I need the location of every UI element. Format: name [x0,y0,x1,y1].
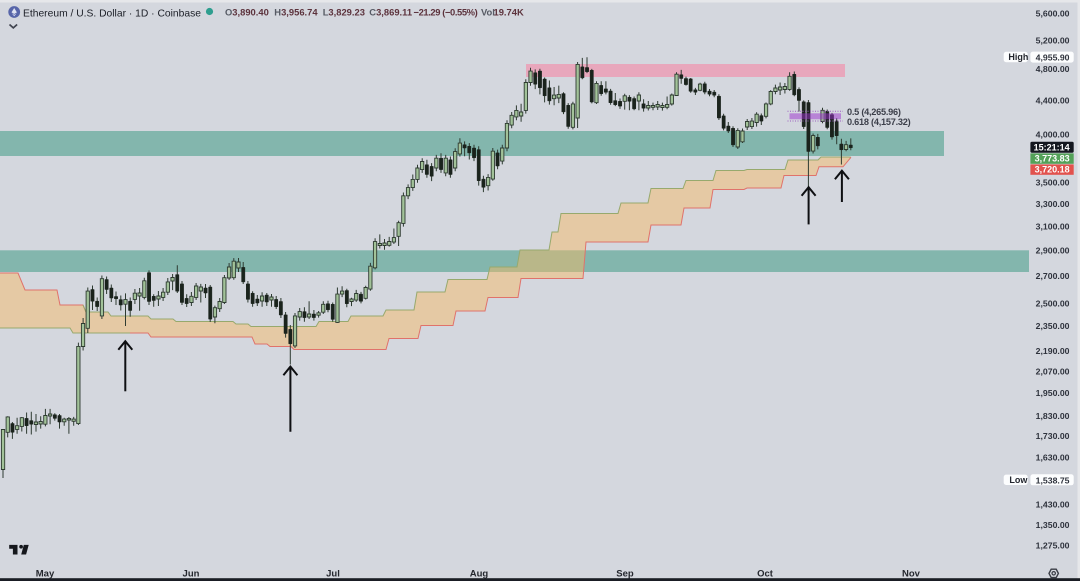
svg-text:Jul: Jul [326,569,340,580]
svg-text:Oct: Oct [757,569,774,580]
svg-text:Aug: Aug [470,569,489,580]
svg-text:1,538.75: 1,538.75 [1036,475,1070,485]
svg-text:1,630.00: 1,630.00 [1036,452,1070,462]
svg-text:4,955.90: 4,955.90 [1036,53,1070,63]
svg-text:Low: Low [1009,475,1028,485]
svg-text:1,350.00: 1,350.00 [1036,520,1070,530]
svg-text:1,275.00: 1,275.00 [1036,541,1070,551]
svg-text:1,730.00: 1,730.00 [1036,431,1070,441]
svg-text:4,000.00: 4,000.00 [1036,130,1070,140]
svg-text:1,430.00: 1,430.00 [1036,500,1070,510]
svg-text:L3,829.23: L3,829.23 [323,7,365,18]
svg-text:Ethereum / U.S. Dollar · 1D ·: Ethereum / U.S. Dollar · 1D · Coinbase [23,8,201,19]
svg-text:3,100.00: 3,100.00 [1036,221,1070,231]
svg-text:2,190.00: 2,190.00 [1036,346,1070,356]
svg-text:O3,890.40: O3,890.40 [225,7,269,18]
svg-text:Sep: Sep [616,569,634,580]
svg-text:May: May [36,569,55,580]
svg-text:3,720.18: 3,720.18 [1035,165,1070,175]
svg-text:5,600.00: 5,600.00 [1036,9,1070,19]
svg-text:−21.29 (−0.55%): −21.29 (−0.55%) [414,7,478,18]
svg-text:2,500.00: 2,500.00 [1036,299,1070,309]
svg-text:2,070.00: 2,070.00 [1036,367,1070,377]
svg-text:1,950.00: 1,950.00 [1036,388,1070,398]
svg-text:3,773.83: 3,773.83 [1035,154,1070,164]
svg-text:H3,956.74: H3,956.74 [274,7,318,18]
svg-text:0.618 (4,157.32): 0.618 (4,157.32) [847,117,911,127]
svg-text:19.74K: 19.74K [494,7,524,18]
svg-text:Vol: Vol [481,7,495,18]
svg-text:4,400.00: 4,400.00 [1036,95,1070,105]
svg-text:2,700.00: 2,700.00 [1036,271,1070,281]
svg-text:4,800.00: 4,800.00 [1036,64,1070,74]
svg-text:5,200.00: 5,200.00 [1036,35,1070,45]
svg-text:Jun: Jun [183,569,200,580]
svg-text:1,830.00: 1,830.00 [1036,411,1070,421]
svg-text:2,350.00: 2,350.00 [1036,321,1070,331]
svg-text:Nov: Nov [902,569,921,580]
svg-text:High: High [1008,52,1028,62]
svg-text:2,900.00: 2,900.00 [1036,245,1070,255]
svg-text:15:21:14: 15:21:14 [1034,142,1070,152]
svg-text:3,500.00: 3,500.00 [1036,178,1070,188]
svg-text:0.5 (4,265.96): 0.5 (4,265.96) [847,107,901,117]
svg-text:3,300.00: 3,300.00 [1036,199,1070,209]
svg-text:C3,869.11: C3,869.11 [369,7,412,18]
